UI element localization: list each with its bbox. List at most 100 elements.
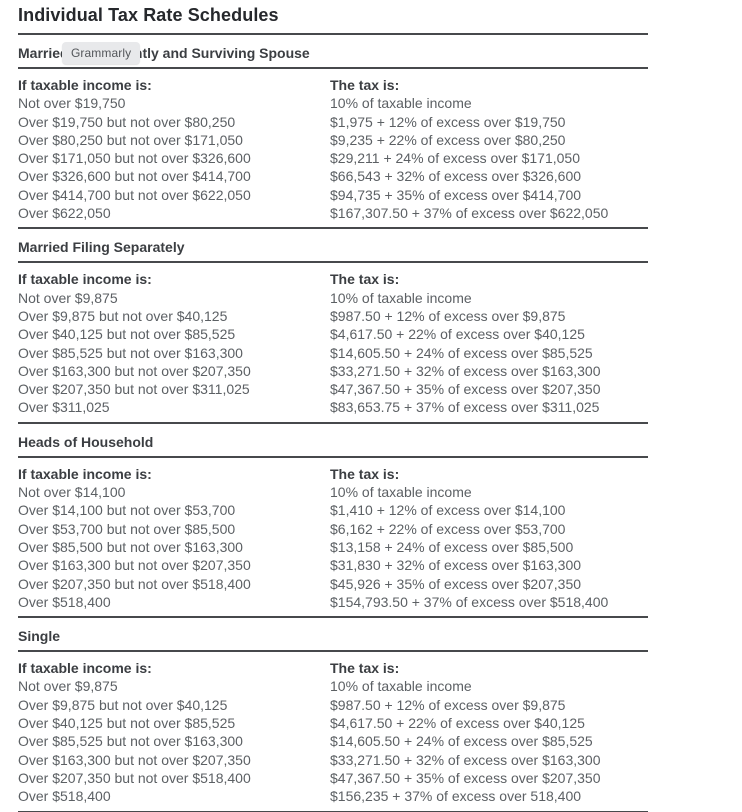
income-cell: Over $163,300 but not over $207,350 [18,557,251,574]
income-cell: Over $85,525 but not over $163,300 [18,344,243,361]
section-header-single: Single [18,618,648,650]
title-divider [18,33,648,35]
table-row: Not over $19,750 10% of taxable income [18,94,648,112]
income-cell: Over $207,350 but not over $311,025 [18,381,250,398]
section-divider [18,810,648,812]
income-cell: Over $14,100 but not over $53,700 [18,502,236,519]
income-cell: Over $311,025 [18,399,110,416]
tax-table-single: If taxable income is: The tax is: Not ov… [18,652,648,810]
section-title: Single [18,628,61,645]
income-cell: Over $85,500 but not over $163,300 [18,538,243,555]
income-column-header: If taxable income is: [18,271,152,288]
income-cell: Over $19,750 but not over $80,250 [18,113,236,130]
tax-cell: $13,158 + 24% of excess over $85,500 [330,538,574,555]
table-row: Over $14,100 but not over $53,700 $1,410… [18,501,648,519]
table-row: Over $326,600 but not over $414,700 $66,… [18,167,648,185]
section-title: Married Filing Separately [18,239,185,256]
income-column-header: If taxable income is: [18,660,152,677]
income-cell: Over $414,700 but not over $622,050 [18,186,251,203]
tax-cell: $47,367.50 + 35% of excess over $207,350 [330,769,601,786]
income-cell: Not over $9,875 [18,289,118,306]
income-cell: Over $40,125 but not over $85,525 [18,715,236,732]
income-cell: Over $622,050 [18,205,111,222]
income-cell: Not over $14,100 [18,484,126,501]
tax-cell: $167,307.50 + 37% of excess over $622,05… [330,205,609,222]
tax-cell: $1,410 + 12% of excess over $14,100 [330,502,566,519]
tax-cell: $83,653.75 + 37% of excess over $311,025 [330,399,600,416]
income-cell: Over $518,400 [18,788,111,805]
section-divider [18,650,648,653]
table-row: Over $9,875 but not over $40,125 $987.50… [18,307,648,325]
table-row: Over $171,050 but not over $326,600 $29,… [18,149,648,167]
tax-cell: $66,543 + 32% of excess over $326,600 [330,168,582,185]
table-row: Over $414,700 but not over $622,050 $94,… [18,186,648,204]
table-row: Not over $14,100 10% of taxable income [18,483,648,501]
table-row: Not over $9,875 10% of taxable income [18,289,648,307]
table-row: Not over $9,875 10% of taxable income [18,677,648,695]
tax-column-header: The tax is: [330,77,400,93]
section-header-married-separately: Married Filing Separately [18,229,648,261]
tax-column-header: The tax is: [330,465,400,482]
income-cell: Over $53,700 but not over $85,500 [18,520,236,537]
income-cell: Over $207,350 but not over $518,400 [18,575,251,592]
section-divider [18,421,648,424]
table-row: Over $40,125 but not over $85,525 $4,617… [18,714,648,732]
table-row: Over $518,400 $154,793.50 + 37% of exces… [18,593,648,611]
income-column-header: If taxable income is: [18,465,152,482]
tax-cell: $47,367.50 + 35% of excess over $207,350 [330,381,601,398]
tax-cell: $29,211 + 24% of excess over $171,050 [330,150,580,167]
tax-table-heads-of-household: If taxable income is: The tax is: Not ov… [18,458,648,616]
section-divider [18,616,648,619]
table-row: Over $85,500 but not over $163,300 $13,1… [18,538,648,556]
table-row: Over $311,025 $83,653.75 + 37% of excess… [18,398,648,416]
tax-cell: $31,830 + 32% of excess over $163,300 [330,557,582,574]
section-header-married-jointly: Married Filing Jointly and Surviving Spo… [18,35,648,67]
income-cell: Over $9,875 but not over $40,125 [18,307,228,324]
table-header-row: If taxable income is: The tax is: [18,465,648,483]
income-cell: Over $85,525 but not over $163,300 [18,733,243,750]
table-row: Over $85,525 but not over $163,300 $14,6… [18,344,648,362]
section-divider [18,67,648,69]
section-title: Heads of Household [18,433,154,450]
tax-column-header: The tax is: [330,271,400,288]
tax-table-married-separately: If taxable income is: The tax is: Not ov… [18,263,648,421]
income-cell: Over $80,250 but not over $171,050 [18,131,243,148]
table-row: Over $207,350 but not over $518,400 $47,… [18,769,648,787]
table-row: Over $40,125 but not over $85,525 $4,617… [18,325,648,343]
tax-cell: $156,235 + 37% of excess over 518,400 [330,788,582,805]
table-row: Over $85,525 but not over $163,300 $14,6… [18,732,648,750]
grammarly-badge[interactable]: Grammarly [62,42,141,64]
tax-column-header: The tax is: [330,660,400,677]
tax-cell: $14,605.50 + 24% of excess over $85,525 [330,733,593,750]
table-row: Over $207,350 but not over $518,400 $45,… [18,575,648,593]
tax-cell: 10% of taxable income [330,289,472,306]
tax-cell: $1,975 + 12% of excess over $19,750 [330,113,566,130]
income-cell: Over $207,350 but not over $518,400 [18,769,251,786]
table-header-row: If taxable income is: The tax is: [18,270,648,288]
income-cell: Over $163,300 but not over $207,350 [18,362,251,379]
tax-cell: $987.50 + 12% of excess over $9,875 [330,696,566,713]
section-divider [18,261,648,264]
page-title: Individual Tax Rate Schedules [18,5,279,25]
income-cell: Over $326,600 but not over $414,700 [18,168,251,185]
table-row: Over $163,300 but not over $207,350 $33,… [18,362,648,380]
income-cell: Not over $19,750 [18,95,126,112]
table-row: Over $518,400 $156,235 + 37% of excess o… [18,787,648,805]
tax-cell: $33,271.50 + 32% of excess over $163,300 [330,362,601,379]
table-row: Over $9,875 but not over $40,125 $987.50… [18,696,648,714]
tax-cell: $987.50 + 12% of excess over $9,875 [330,307,566,324]
tax-cell: $9,235 + 22% of excess over $80,250 [330,131,566,148]
tax-cell: $6,162 + 22% of excess over $53,700 [330,520,566,537]
table-row: Over $163,300 but not over $207,350 $33,… [18,751,648,769]
tax-cell: $33,271.50 + 32% of excess over $163,300 [330,751,601,768]
section-divider [18,227,648,230]
table-row: Over $53,700 but not over $85,500 $6,162… [18,520,648,538]
income-cell: Over $163,300 but not over $207,350 [18,751,251,768]
income-cell: Over $40,125 but not over $85,525 [18,326,236,343]
tax-cell: $4,617.50 + 22% of excess over $40,125 [330,715,585,732]
table-header-row: If taxable income is: The tax is: [18,659,648,677]
income-cell: Over $9,875 but not over $40,125 [18,696,228,713]
table-row: Over $207,350 but not over $311,025 $47,… [18,380,648,398]
table-row: Over $622,050 $167,307.50 + 37% of exces… [18,204,648,222]
